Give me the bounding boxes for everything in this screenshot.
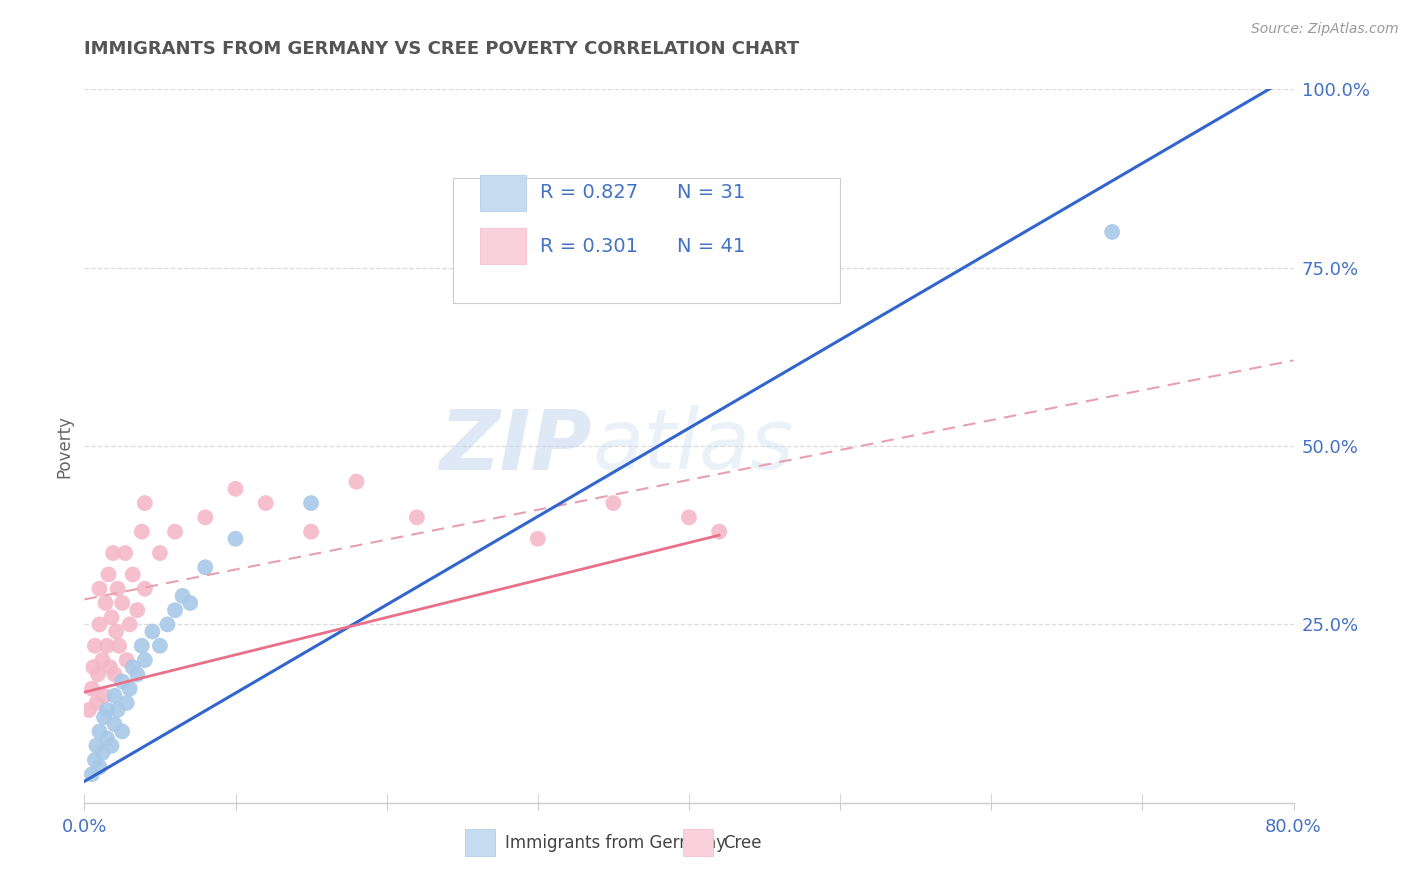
Text: R = 0.827: R = 0.827 [540, 183, 638, 202]
Point [97, 567, 120, 582]
Point [225, 482, 247, 496]
Point [127, 603, 149, 617]
Point [89, 760, 111, 774]
Point [77, 703, 100, 717]
Text: Source: ZipAtlas.com: Source: ZipAtlas.com [1251, 22, 1399, 37]
Text: R = 0.301: R = 0.301 [540, 236, 638, 256]
Point [156, 617, 179, 632]
Point [80, 767, 103, 781]
Point [194, 510, 217, 524]
Point [299, 524, 322, 539]
Point [87, 667, 110, 681]
Point [134, 496, 156, 510]
Point [104, 689, 127, 703]
Point [94, 596, 117, 610]
Point [84, 639, 107, 653]
Point [118, 617, 141, 632]
Y-axis label: Poverty: Poverty [55, 415, 73, 477]
Point [107, 582, 129, 596]
Point [165, 524, 187, 539]
Point [179, 596, 201, 610]
Point [100, 739, 122, 753]
Point [89, 582, 111, 596]
Point [107, 703, 129, 717]
Bar [465, 830, 495, 856]
Text: Cree: Cree [723, 834, 761, 852]
Point [111, 724, 134, 739]
Point [254, 496, 277, 510]
Point [406, 510, 429, 524]
Point [105, 624, 128, 639]
Point [100, 610, 122, 624]
Point [86, 739, 108, 753]
Point [96, 703, 118, 717]
Text: atlas: atlas [592, 406, 794, 486]
Point [86, 696, 108, 710]
Point [709, 524, 731, 539]
Point [602, 496, 624, 510]
Point [1101, 225, 1123, 239]
Point [149, 546, 172, 560]
Text: ZIP: ZIP [440, 406, 592, 486]
Point [141, 624, 163, 639]
Text: Immigrants from Germany: Immigrants from Germany [505, 834, 725, 852]
Point [104, 667, 127, 681]
Point [127, 667, 149, 681]
Point [108, 639, 131, 653]
Text: N = 31: N = 31 [676, 183, 745, 202]
FancyBboxPatch shape [479, 175, 526, 211]
Point [98, 660, 121, 674]
Point [101, 546, 124, 560]
Point [678, 510, 700, 524]
Point [225, 532, 247, 546]
Text: N = 41: N = 41 [676, 236, 745, 256]
FancyBboxPatch shape [479, 228, 526, 264]
Point [96, 639, 118, 653]
Point [111, 596, 134, 610]
Point [115, 696, 138, 710]
Point [111, 674, 134, 689]
Point [121, 660, 143, 674]
Point [84, 753, 107, 767]
Point [115, 653, 138, 667]
FancyBboxPatch shape [453, 178, 841, 303]
Point [114, 546, 136, 560]
Point [91, 653, 114, 667]
Point [121, 567, 143, 582]
Point [172, 589, 194, 603]
Point [131, 639, 153, 653]
Point [134, 653, 156, 667]
Point [91, 746, 114, 760]
Point [96, 731, 118, 746]
Point [194, 560, 217, 574]
Point [104, 717, 127, 731]
Point [346, 475, 368, 489]
Point [80, 681, 103, 696]
Point [93, 710, 115, 724]
Point [131, 524, 153, 539]
Point [118, 681, 141, 696]
Point [165, 603, 187, 617]
Point [89, 724, 111, 739]
Point [89, 617, 111, 632]
Bar [683, 830, 713, 856]
Text: IMMIGRANTS FROM GERMANY VS CREE POVERTY CORRELATION CHART: IMMIGRANTS FROM GERMANY VS CREE POVERTY … [84, 40, 800, 58]
Point [82, 660, 104, 674]
Point [299, 496, 322, 510]
Point [93, 689, 115, 703]
Point [134, 582, 156, 596]
Point [527, 532, 550, 546]
Point [149, 639, 172, 653]
